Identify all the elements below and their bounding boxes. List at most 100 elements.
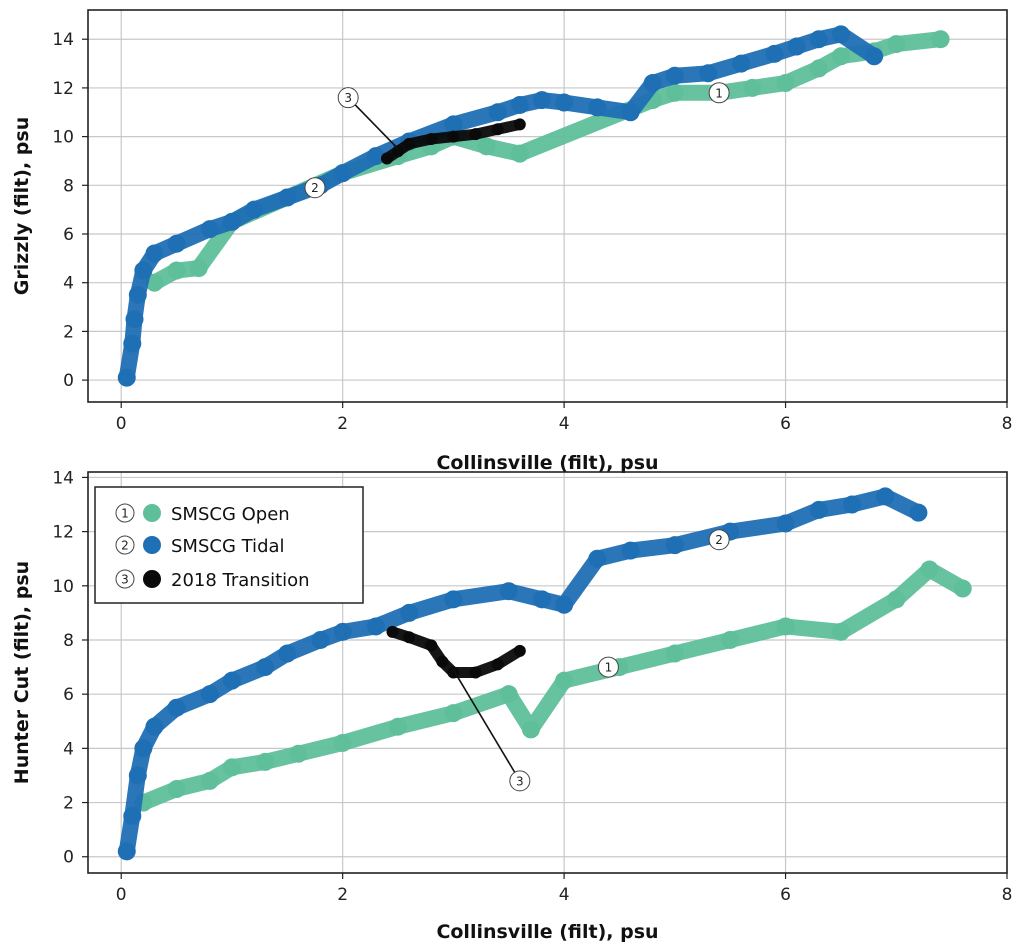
data-point-smscg-tidal bbox=[732, 54, 751, 73]
data-point-smscg-tidal bbox=[865, 47, 884, 66]
x-tick-label: 0 bbox=[116, 885, 127, 905]
data-point-smscg-open bbox=[931, 30, 950, 49]
data-point-smscg-open bbox=[222, 758, 241, 777]
data-point-smscg-open bbox=[776, 74, 795, 93]
data-point-smscg-tidal bbox=[699, 64, 718, 83]
data-point-smscg-open bbox=[389, 717, 408, 736]
callout-1: 1 bbox=[597, 656, 619, 678]
series-2018-transition bbox=[380, 118, 526, 165]
legend-marker-number: 3 bbox=[121, 573, 129, 587]
data-point-smscg-tidal bbox=[400, 603, 419, 622]
x-tick-label: 2 bbox=[337, 414, 348, 434]
annotations-hunter-cut: 1 2 3 bbox=[452, 529, 730, 792]
data-point-smscg-tidal bbox=[765, 44, 784, 63]
data-point-smscg-tidal bbox=[333, 622, 352, 641]
legend-entry-open: 1 SMSCG Open bbox=[115, 503, 290, 525]
data-point-smscg-tidal bbox=[444, 590, 463, 609]
legend-marker-badge bbox=[115, 569, 135, 589]
legend-label-transition: 2018 Transition bbox=[171, 570, 310, 591]
y-axis-label-hunter-cut: Hunter Cut (filt), psu bbox=[11, 561, 33, 784]
callout-leader-line bbox=[347, 97, 399, 150]
data-point-2018-transition bbox=[491, 658, 504, 671]
callout-3: 3 bbox=[452, 669, 531, 792]
legend: 1 SMSCG Open 2 SMSCG Tidal 3 2018 Transi… bbox=[94, 486, 364, 604]
data-point-2018-transition bbox=[380, 152, 393, 165]
legend-marker-number: 2 bbox=[121, 539, 129, 553]
data-point-2018-transition bbox=[447, 130, 460, 143]
callout-badge bbox=[304, 177, 326, 199]
data-point-smscg-tidal bbox=[555, 595, 574, 614]
data-point-smscg-tidal bbox=[256, 658, 275, 677]
data-point-smscg-open bbox=[920, 560, 939, 579]
data-point-smscg-open bbox=[743, 78, 762, 97]
y-tick-label: 14 bbox=[52, 30, 74, 50]
data-point-smscg-open bbox=[444, 704, 463, 723]
x-tick-label: 0 bbox=[116, 414, 127, 434]
data-point-smscg-tidal bbox=[134, 739, 153, 758]
data-point-smscg-tidal bbox=[532, 91, 551, 110]
data-point-smscg-open bbox=[256, 752, 275, 771]
callout-number: 3 bbox=[516, 774, 524, 788]
x-tick-label: 4 bbox=[559, 885, 570, 905]
data-point-smscg-tidal bbox=[128, 285, 147, 304]
data-point-2018-transition bbox=[425, 639, 438, 652]
data-point-smscg-open bbox=[499, 685, 518, 704]
data-point-smscg-tidal bbox=[909, 503, 928, 522]
legend-entry-tidal: 2 SMSCG Tidal bbox=[115, 535, 285, 557]
callout-number: 1 bbox=[715, 86, 723, 100]
callout-badge bbox=[337, 87, 359, 109]
y-tick-label: 4 bbox=[63, 274, 74, 294]
callout-1: 1 bbox=[708, 82, 730, 104]
data-point-smscg-open bbox=[289, 744, 308, 763]
data-point-2018-transition bbox=[403, 631, 416, 644]
y-tick-label: 2 bbox=[63, 794, 74, 814]
callout-badge bbox=[597, 656, 619, 678]
data-point-smscg-tidal bbox=[621, 103, 640, 122]
data-point-smscg-tidal bbox=[200, 685, 219, 704]
data-point-2018-transition bbox=[425, 133, 438, 146]
data-point-smscg-open bbox=[887, 590, 906, 609]
data-point-smscg-tidal bbox=[532, 590, 551, 609]
data-point-smscg-open bbox=[831, 47, 850, 66]
legend-swatch-tidal bbox=[143, 536, 161, 554]
y-tick-label: 4 bbox=[63, 739, 74, 759]
data-point-smscg-tidal bbox=[588, 98, 607, 117]
legend-label-tidal: SMSCG Tidal bbox=[171, 536, 285, 557]
data-point-smscg-open bbox=[510, 144, 529, 163]
plot-frame-hunter-cut bbox=[87, 471, 1008, 874]
callout-badge bbox=[509, 770, 531, 792]
data-point-smscg-tidal bbox=[125, 310, 144, 329]
data-point-smscg-tidal bbox=[831, 25, 850, 44]
data-point-smscg-tidal bbox=[134, 261, 153, 280]
x-axis-label-hunter-cut: Collinsville (filt), psu bbox=[436, 921, 658, 943]
series-smscg-open bbox=[134, 560, 972, 812]
data-point-smscg-tidal bbox=[809, 500, 828, 519]
data-point-smscg-open bbox=[665, 83, 684, 102]
data-point-smscg-open bbox=[521, 720, 540, 739]
y-tick-label: 0 bbox=[63, 848, 74, 868]
data-point-smscg-tidal bbox=[222, 671, 241, 690]
x-tick-label: 6 bbox=[780, 885, 791, 905]
data-point-smscg-tidal bbox=[117, 842, 136, 861]
data-point-smscg-open bbox=[953, 579, 972, 598]
data-point-smscg-tidal bbox=[200, 220, 219, 239]
data-point-smscg-open bbox=[167, 780, 186, 799]
data-point-2018-transition bbox=[392, 145, 405, 158]
callout-number: 2 bbox=[311, 181, 319, 195]
data-point-2018-transition bbox=[436, 655, 449, 668]
data-point-smscg-tidal bbox=[167, 234, 186, 253]
data-point-smscg-tidal bbox=[167, 698, 186, 717]
series-smscg-tidal bbox=[117, 487, 928, 861]
plot-frame-grizzly bbox=[87, 9, 1008, 403]
series-2018-transition bbox=[386, 625, 526, 679]
y-tick-label: 10 bbox=[52, 128, 74, 148]
y-tick-label: 10 bbox=[52, 577, 74, 597]
y-axis-label-grizzly: Grizzly (filt), psu bbox=[11, 117, 33, 295]
data-point-2018-transition bbox=[403, 137, 416, 150]
data-point-smscg-open bbox=[665, 644, 684, 663]
data-point-smscg-tidal bbox=[123, 334, 142, 353]
data-point-smscg-tidal bbox=[333, 164, 352, 183]
data-point-smscg-open bbox=[477, 137, 496, 156]
y-tick-label: 6 bbox=[63, 225, 74, 245]
